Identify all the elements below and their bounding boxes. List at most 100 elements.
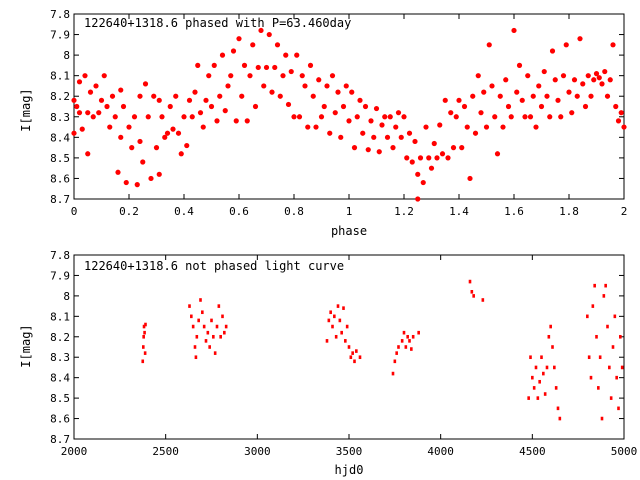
phased-data-point [505, 103, 512, 110]
unphased-data-point [536, 396, 540, 400]
phased-data-point [621, 124, 627, 130]
unphased-data-point [344, 339, 347, 343]
phased-data-point [525, 73, 531, 79]
unphased-ytick-label: 7.8 [50, 249, 70, 262]
phased-data-point [588, 93, 594, 99]
phased-xtick-label: 2 [621, 205, 628, 218]
unphased-data-point [215, 324, 219, 329]
unphased-data-point [219, 334, 222, 339]
phased-data-point [307, 62, 314, 68]
phased-data-point [549, 48, 556, 54]
phased-data-point [613, 103, 619, 110]
phased-data-point [596, 75, 602, 81]
phased-data-point [263, 64, 270, 71]
phased-data-point [516, 62, 523, 68]
phased-data-point [280, 73, 286, 79]
phased-data-point [159, 114, 165, 120]
phased-xtick-label: 0.8 [284, 205, 304, 218]
phased-data-point [582, 103, 589, 110]
phased-data-point [118, 134, 124, 140]
phased-data-point [442, 97, 448, 103]
unphased-data-point [542, 371, 545, 376]
phased-data-point [285, 101, 292, 108]
phased-data-point [607, 77, 613, 83]
phased-xtick-label: 0.6 [229, 205, 249, 218]
phased-data-point [398, 134, 404, 140]
unphased-data-point [397, 345, 400, 349]
phased-data-point [538, 103, 545, 110]
phased-data-point [379, 122, 385, 128]
unphased-data-point [210, 318, 213, 323]
unphased-data-point [545, 365, 549, 370]
phased-data-point [296, 114, 303, 120]
phased-data-point [604, 93, 611, 99]
phased-data-point [420, 179, 426, 186]
phased-data-point [272, 64, 278, 71]
phased-data-point [552, 77, 558, 83]
unphased-plot-title: 122640+1318.6 not phased light curve [84, 259, 344, 273]
phased-data-point [456, 97, 462, 103]
phased-data-point [239, 93, 245, 99]
phased-data-point [112, 114, 118, 120]
unphased-data-point [558, 416, 562, 421]
phased-ytick-label: 8.1 [50, 70, 70, 83]
unphased-data-point [144, 322, 147, 327]
unphased-data-point [615, 375, 618, 380]
phased-data-point [104, 103, 110, 110]
phased-data-point [214, 118, 220, 124]
unphased-data-point [197, 318, 200, 323]
phased-data-point [217, 93, 223, 99]
phased-data-point [283, 52, 289, 58]
phased-data-point [167, 103, 173, 110]
phased-data-point [137, 138, 143, 145]
phased-data-point [577, 36, 583, 42]
phased-data-point [156, 171, 162, 177]
unphased-data-point [593, 283, 596, 288]
phased-data-point [327, 130, 333, 136]
unphased-xtick-label: 4500 [519, 445, 546, 458]
phased-data-point [82, 73, 88, 79]
phased-data-point [437, 122, 443, 128]
phased-data-point [302, 83, 308, 89]
unphased-data-point [589, 375, 593, 380]
phased-data-point [472, 130, 479, 136]
unphased-data-point [194, 355, 198, 360]
phased-xtick-label: 1.4 [449, 205, 469, 218]
phased-data-point [390, 145, 396, 151]
phased-data-point [148, 175, 154, 182]
phased-data-point [483, 124, 490, 130]
phased-data-point [423, 124, 429, 130]
phased-data-point [519, 97, 525, 103]
phased-data-point [206, 73, 212, 79]
unphased-ytick-label: 8.1 [50, 310, 70, 323]
phased-data-point [269, 89, 275, 95]
unphased-data-point [404, 345, 408, 349]
phased-data-point [85, 151, 91, 157]
phased-data-point [522, 114, 528, 120]
phased-data-point [266, 31, 272, 38]
unphased-data-point [327, 318, 331, 323]
phased-data-point [98, 97, 105, 103]
unphased-xtick-label: 3000 [244, 445, 271, 458]
unphased-data-point [201, 310, 204, 315]
phased-data-point [288, 68, 294, 75]
phased-data-point [461, 103, 468, 110]
unphased-ytick-label: 8.5 [50, 392, 70, 405]
phased-xtick-label: 0.2 [119, 205, 139, 218]
phased-data-point [467, 175, 473, 182]
phased-data-point [233, 118, 239, 124]
phased-data-point [599, 81, 605, 87]
unphased-data-point [202, 324, 206, 329]
unphased-data-point [410, 347, 413, 351]
phased-data-point [222, 108, 228, 114]
unphased-ytick-label: 8.2 [50, 331, 70, 344]
phased-data-point [291, 114, 297, 120]
phased-data-point [360, 130, 366, 136]
phased-data-point [247, 73, 253, 79]
phased-data-point [508, 114, 514, 120]
phased-ytick-label: 8.6 [50, 172, 70, 185]
phased-data-point [241, 62, 248, 68]
phased-data-point [186, 97, 193, 103]
unphased-data-point [532, 386, 536, 390]
phased-data-point [351, 145, 358, 151]
